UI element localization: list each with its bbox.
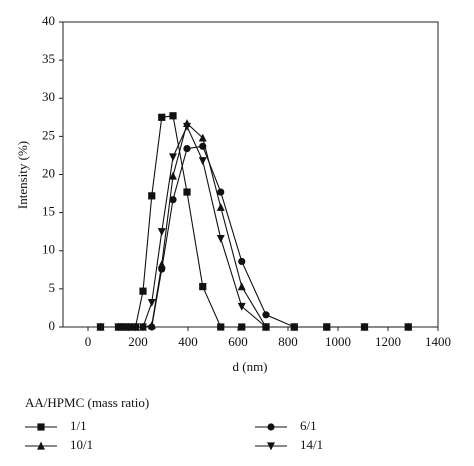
data-point (131, 323, 140, 332)
x-tick-label: 0 (85, 334, 92, 349)
data-point (217, 323, 225, 331)
legend-label: 1/1 (70, 418, 87, 433)
series-line (100, 125, 409, 328)
y-tick-label: 15 (42, 204, 55, 219)
y-tick-label: 10 (42, 242, 55, 257)
data-point (198, 133, 207, 142)
data-point (238, 323, 246, 331)
data-point (238, 257, 246, 266)
data-point (148, 192, 156, 200)
data-point (169, 196, 177, 204)
series-line (100, 122, 409, 328)
data-point (217, 188, 225, 196)
legend-marker (37, 441, 45, 450)
data-point (169, 153, 177, 162)
x-tick-label: 800 (278, 334, 298, 349)
series-line (100, 145, 409, 328)
data-point (119, 323, 128, 332)
data-point (262, 311, 270, 319)
data-point (198, 157, 207, 166)
data-point (216, 202, 225, 211)
data-point (237, 282, 246, 291)
legend-title: AA/HPMC (mass ratio) (25, 395, 149, 410)
x-tick-label: 1200 (375, 334, 401, 349)
data-point (183, 188, 191, 196)
data-point (157, 260, 166, 269)
data-point (262, 323, 270, 332)
y-tick-label: 0 (49, 318, 56, 333)
legend-marker (267, 442, 275, 451)
data-point (139, 287, 147, 295)
y-tick-label: 5 (49, 280, 56, 295)
y-tick-label: 30 (42, 89, 55, 104)
data-point (322, 323, 331, 332)
data-point (290, 323, 299, 332)
data-point (125, 323, 133, 332)
y-tick-label: 20 (42, 165, 55, 180)
x-tick-label: 1400 (425, 334, 451, 349)
data-point (147, 299, 156, 307)
y-axis-label: Intensity (%) (15, 141, 30, 209)
legend-marker (37, 423, 45, 431)
data-point (169, 112, 177, 120)
y-tick-label: 25 (42, 127, 55, 142)
data-point (114, 323, 123, 332)
series-line (100, 115, 409, 328)
data-point (216, 234, 225, 243)
data-point (139, 323, 147, 332)
y-tick-label: 35 (42, 51, 55, 66)
data-point (157, 228, 166, 237)
legend-label: 10/1 (70, 437, 93, 452)
data-point (147, 321, 156, 330)
x-tick-label: 200 (128, 334, 148, 349)
data-point (237, 302, 246, 311)
data-point (169, 171, 177, 180)
y-tick-label: 40 (42, 13, 55, 28)
data-point (404, 323, 413, 332)
x-tick-label: 1000 (325, 334, 351, 349)
data-point (96, 323, 105, 332)
legend-label: 14/1 (300, 437, 323, 452)
data-point (183, 144, 191, 153)
legend-marker (267, 423, 275, 431)
x-tick-label: 400 (178, 334, 198, 349)
data-point (199, 282, 207, 291)
x-axis-label: d (nm) (232, 359, 267, 374)
x-tick-label: 600 (228, 334, 248, 349)
data-point (360, 323, 369, 332)
legend-label: 6/1 (300, 418, 317, 433)
data-point (158, 113, 166, 121)
data-point (183, 122, 191, 131)
